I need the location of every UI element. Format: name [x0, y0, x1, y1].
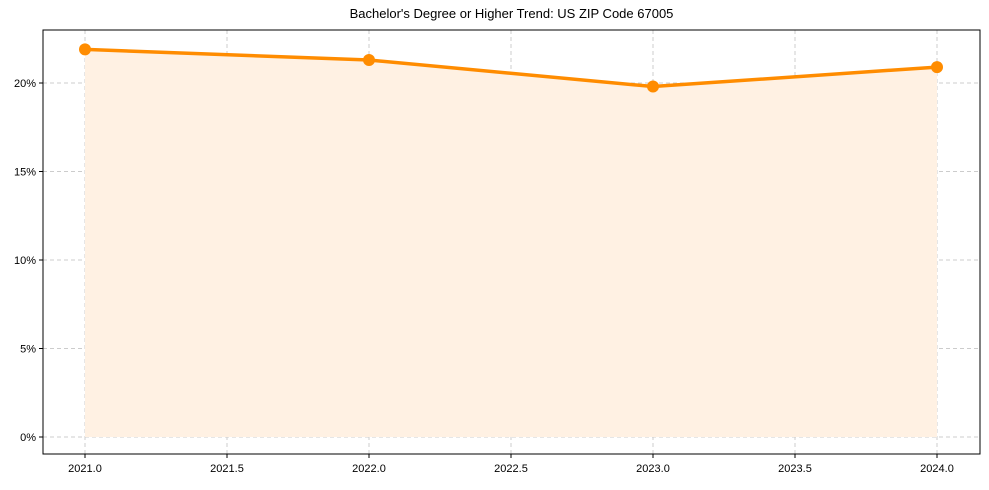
- data-point-marker: [79, 43, 91, 56]
- x-axis-ticks: 2021.0 2021.5 2022.0 2022.5 2023.0 2023.5 2024…: [68, 454, 954, 475]
- data-points: [79, 43, 943, 93]
- x-tick-label: 2023.0: [636, 463, 670, 475]
- x-tick-label: 2021.5: [210, 463, 244, 475]
- y-tick-label: 0%: [20, 432, 36, 444]
- x-tick-label: 2021.0: [68, 463, 102, 475]
- y-tick-label: 15%: [14, 167, 36, 179]
- data-point-marker: [363, 53, 375, 66]
- y-tick-label: 10%: [14, 255, 36, 267]
- y-tick-label: 20%: [14, 78, 36, 90]
- area-polygon: [85, 49, 937, 438]
- data-line: [84, 47, 938, 89]
- y-tick-label: 5%: [20, 344, 36, 356]
- x-tick-label: 2024.0: [920, 463, 954, 475]
- x-tick-label: 2022.5: [494, 463, 528, 475]
- area-fill: [85, 49, 937, 438]
- data-point-marker: [647, 80, 659, 93]
- x-tick-label: 2023.5: [778, 463, 812, 475]
- data-point-marker: [931, 61, 943, 74]
- y-axis-ticks: 0% 5% 10% 15% 20%: [14, 78, 43, 444]
- x-tick-label: 2022.0: [352, 463, 386, 475]
- series-line: [84, 47, 938, 89]
- chart-title: Bachelor's Degree or Higher Trend: US ZI…: [349, 6, 674, 21]
